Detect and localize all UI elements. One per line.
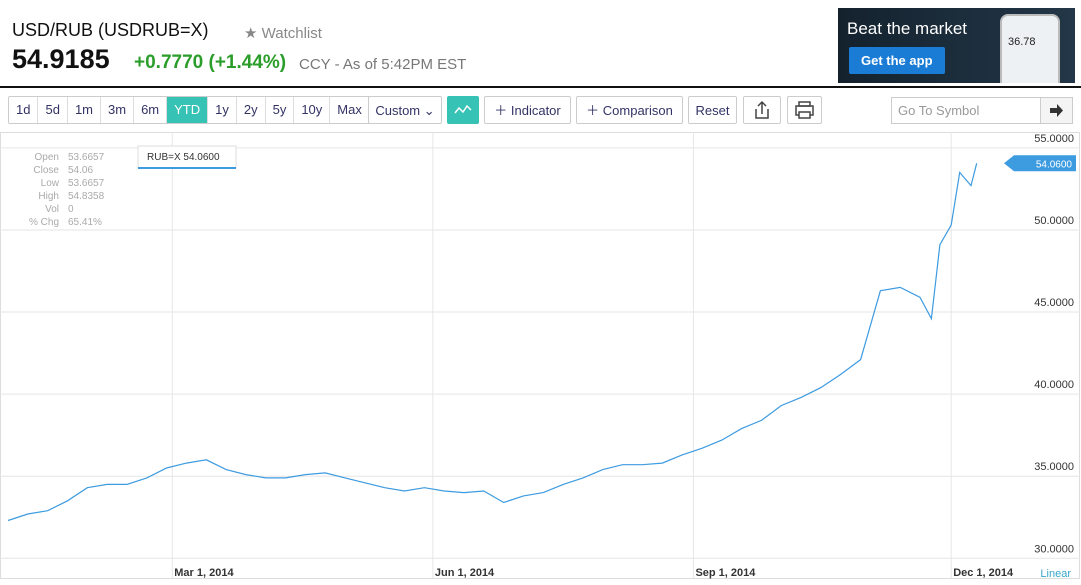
range-button[interactable]: 2y (237, 97, 266, 123)
y-tick-label: 50.0000 (1034, 215, 1074, 227)
x-tick-label: Jun 1, 2014 (435, 567, 495, 579)
ad-button[interactable]: Get the app (849, 47, 945, 74)
y-tick-label: 45.0000 (1034, 297, 1074, 309)
info-label: Close (33, 165, 59, 176)
symbol: USD/RUB (USDRUB=X) (12, 20, 209, 40)
phone-value: 36.78 (1008, 36, 1036, 48)
range-button[interactable]: 10y (294, 97, 331, 123)
share-button[interactable] (743, 96, 781, 124)
price: 54.9185 (12, 44, 110, 74)
price-line (7, 163, 978, 522)
change: +0.7770 (+1.44%) (134, 52, 286, 74)
info-label: Low (41, 178, 60, 189)
reset-button[interactable]: Reset (688, 96, 737, 124)
scale-label: Linear (1040, 568, 1071, 580)
watchlist[interactable]: ★ Watchlist (244, 25, 322, 42)
range-button[interactable]: 3m (101, 97, 135, 123)
x-tick-label: Mar 1, 2014 (174, 567, 234, 579)
search-input[interactable]: Go To Symbol (891, 97, 1041, 124)
print-icon (795, 101, 814, 119)
range-button[interactable]: 1y (208, 97, 237, 123)
custom-label[interactable]: Custom (375, 103, 421, 118)
range-button[interactable]: YTD (167, 97, 209, 123)
info-value: 0 (68, 204, 74, 215)
comparison-button[interactable]: ＋ Comparison (576, 96, 683, 124)
info-value: 54.8358 (68, 191, 105, 202)
y-tick-label: 35.0000 (1034, 461, 1074, 473)
x-tick-label: Sep 1, 2014 (695, 567, 756, 579)
range-button[interactable]: 5y (266, 97, 295, 123)
indicator-label[interactable]: Indicator (510, 103, 561, 118)
arrow-icon (1050, 104, 1063, 117)
comparison-label[interactable]: Comparison (602, 103, 673, 118)
current-flag (1004, 155, 1076, 172)
share-icon (755, 100, 769, 119)
go-button[interactable] (1040, 97, 1073, 124)
info-label: High (38, 191, 59, 202)
meta: CCY - As of 5:42PM EST (299, 56, 467, 73)
info-label: % Chg (29, 217, 59, 228)
y-tick-label: 30.0000 (1034, 543, 1074, 555)
divider (0, 86, 1081, 88)
phone: 36.78 (1000, 14, 1060, 83)
ad[interactable]: Beat the market Get the app 36.78 (838, 8, 1075, 83)
current-label: 54.0600 (1036, 159, 1073, 170)
range-button[interactable]: 5d (38, 97, 68, 123)
x-tick-label: Dec 1, 2014 (953, 567, 1014, 579)
chart-frame (0, 132, 1080, 579)
range-button[interactable]: Max (330, 97, 370, 123)
print-button[interactable] (787, 96, 822, 124)
range-button[interactable]: 6m (134, 97, 168, 123)
custom-button[interactable]: Custom ⌄ (368, 96, 442, 124)
indicator-button[interactable]: ＋ Indicator (484, 96, 571, 124)
range-group: 1d 5d 1m 3m 6m YTD 1y 2y 5y 10y Max (8, 96, 371, 124)
info-value: 65.41% (68, 217, 102, 228)
range-button[interactable]: 1d (9, 97, 39, 123)
y-tick-label: 40.0000 (1034, 379, 1074, 391)
y-tick-label: 55.0000 (1034, 133, 1074, 145)
ad-headline: Beat the market (847, 19, 968, 38)
watchlist-label[interactable]: Watchlist (261, 25, 322, 42)
info-value: 53.6657 (68, 152, 105, 163)
chart-type-button[interactable] (447, 96, 479, 124)
range-button[interactable]: 1m (68, 97, 101, 123)
change-pct: (+1.44%) (208, 52, 287, 73)
line-icon (454, 104, 472, 114)
tooltip: RUB=X 54.0600 (147, 152, 220, 163)
info-value: 53.6657 (68, 178, 105, 189)
info-label: Vol (45, 204, 59, 215)
change-abs: +0.7770 (134, 52, 204, 73)
info-value: 54.06 (68, 165, 93, 176)
chart: 30.0000 35.0000 40.0000 45.0000 50.0000 55.00… (0, 132, 1080, 580)
info-label: Open (35, 152, 59, 163)
